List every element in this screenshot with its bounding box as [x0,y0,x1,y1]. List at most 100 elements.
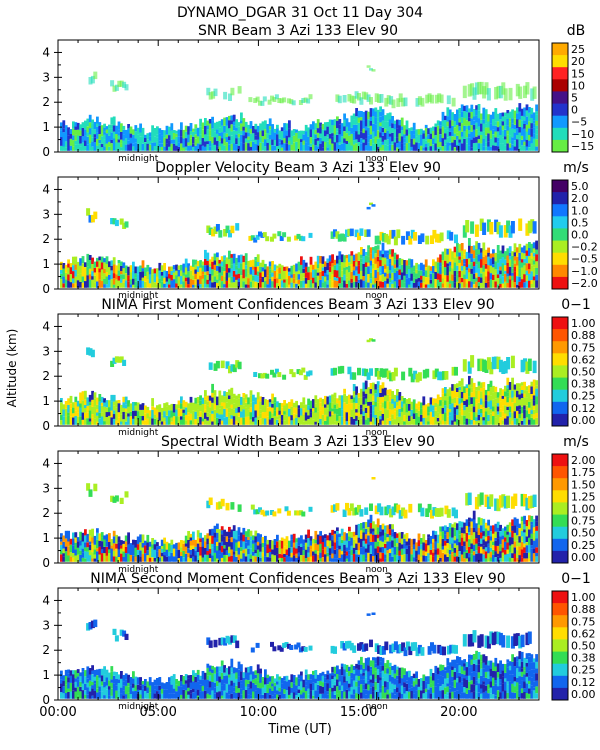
echo-cell [312,411,315,420]
echo-cell [458,277,462,284]
colorbar-tick-label: 2.0 [571,192,589,205]
echo-cell [496,278,500,285]
echo-cell [468,532,471,536]
echo-cell [367,119,370,128]
echo-cell [177,283,181,288]
echo-cell [523,515,526,525]
echo-cell [398,555,402,562]
echo-cell [220,420,224,425]
echo-cell [199,126,202,135]
echo-cell [376,261,380,269]
echo-cell [456,549,459,557]
echo-cell [272,97,277,102]
echo-cell [74,134,78,141]
echo-cell [91,119,94,124]
echo-cell [516,535,519,541]
echo-cell [384,268,387,273]
echo-cell [64,693,68,699]
echo-cell [223,276,226,285]
echo-cell [460,243,464,251]
echo-cell [360,127,363,132]
echo-cell [463,400,466,405]
echo-cell [242,281,246,288]
echo-cell [403,403,406,412]
echo-cell [285,270,289,280]
echo-cell [328,144,332,151]
echo-cell [259,413,262,419]
colorbar-tick-label: 1.00 [571,317,596,330]
echo-cell [348,394,351,404]
echo-cell [79,400,82,404]
echo-cell [480,143,483,151]
echo-cell [362,128,366,134]
echo-cell [398,269,402,275]
echo-cell [484,522,488,529]
echo-cell [307,272,310,281]
echo-cell [530,524,534,534]
echo-cell [528,544,531,553]
echo-cell [492,406,495,412]
echo-cell [501,361,506,374]
echo-cell [530,107,534,115]
echo-cell [432,410,435,417]
echo-cell [343,142,346,151]
echo-cell [264,399,267,406]
echo-cell [261,556,265,562]
echo-cell [331,274,334,282]
echo-cell [223,138,226,146]
echo-cell [388,417,392,421]
echo-cell [244,542,248,549]
echo-cell [288,140,291,145]
echo-cell [249,141,253,147]
echo-cell [156,558,159,562]
echo-cell [290,415,294,421]
echo-cell [134,556,138,562]
colorbar-segment [552,478,568,491]
echo-cell [91,688,94,696]
echo-cell [369,383,373,390]
echo-cell [342,509,347,517]
echo-cell [129,272,133,280]
echo-cell [294,235,299,241]
echo-cell [134,405,138,411]
echo-cell [220,498,225,507]
echo-cell [348,272,351,276]
echo-cell [489,413,493,421]
echo-cell [494,281,498,288]
echo-cell [208,273,212,281]
y-tick-label: 1 [42,531,50,545]
echo-cell [364,403,368,408]
echo-cell [146,534,150,543]
colorbar-segment [552,550,568,564]
echo-cell [348,536,351,541]
echo-cell [314,145,318,151]
echo-cell [355,543,358,550]
echo-cell [525,542,529,546]
echo-cell [511,412,514,421]
echo-cell [355,116,358,125]
echo-cell [336,531,339,535]
echo-cell [120,548,123,554]
echo-cell [506,549,510,554]
echo-cell [280,407,284,415]
echo-cell [81,400,85,407]
echo-cell [324,281,327,288]
echo-cell [444,534,447,541]
echo-cell [458,526,462,531]
echo-cell [319,535,322,544]
echo-cell [475,255,478,265]
echo-cell [60,414,63,421]
echo-cell [273,550,277,556]
echo-cell [172,404,176,413]
echo-cell [324,122,327,131]
echo-cell [96,532,99,540]
echo-cell [456,530,459,539]
echo-cell [333,270,337,277]
echo-cell [535,111,538,115]
echo-cell [484,395,488,401]
echo-cell [120,411,123,415]
echo-cell [472,261,476,267]
echo-cell [98,279,102,288]
echo-cell [72,146,75,151]
echo-cell [297,138,301,148]
